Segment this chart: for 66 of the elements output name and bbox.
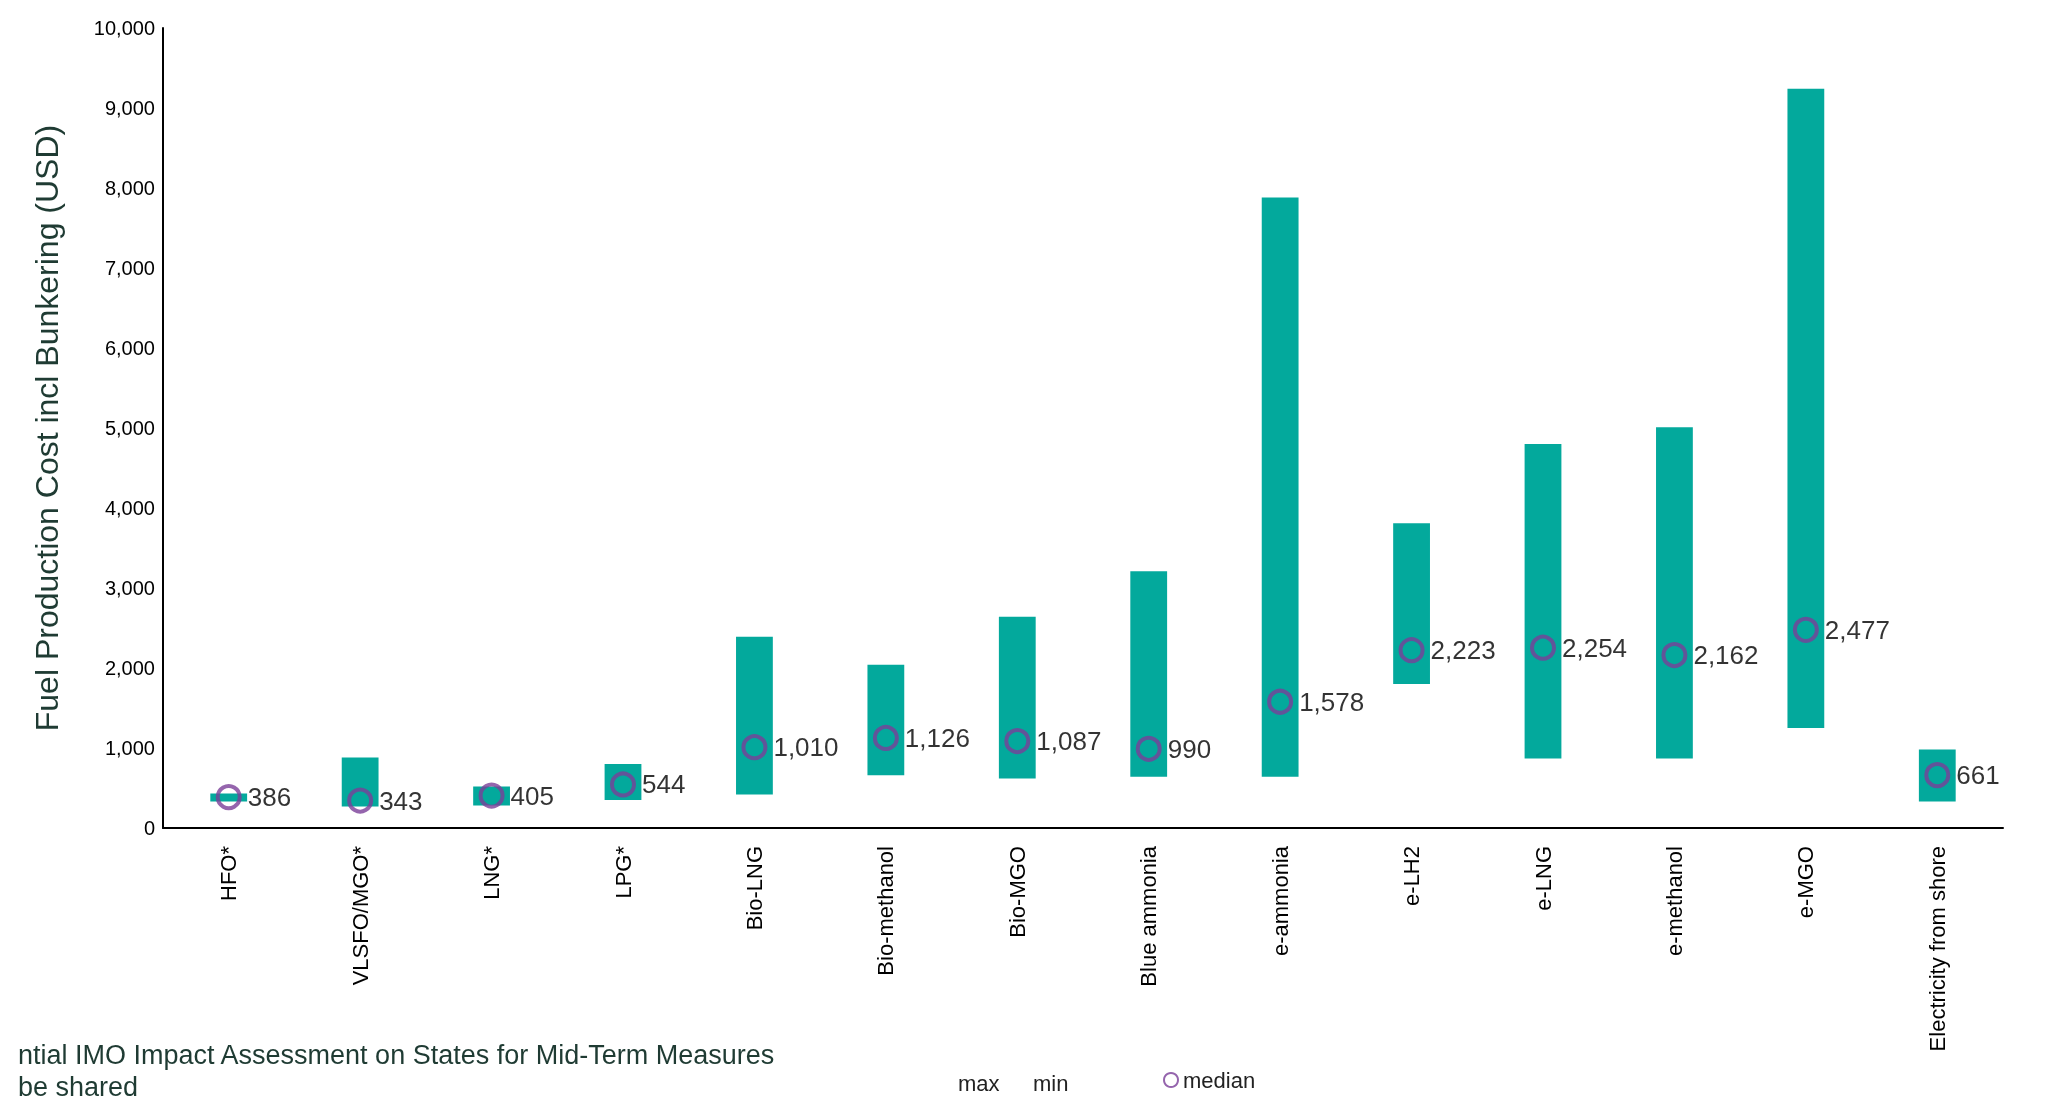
legend-label: median <box>1183 1067 1256 1093</box>
point <box>1530 634 1556 661</box>
bar <box>1524 444 1562 759</box>
data-label: 661 <box>1956 760 2000 791</box>
data-label: 343 <box>379 785 423 816</box>
y-tick-label: 9,000 <box>104 97 155 119</box>
data-label: 2,162 <box>1693 640 1759 671</box>
x-tick-label: e-ammonia <box>1267 845 1293 957</box>
bar <box>1656 427 1693 759</box>
point <box>1792 616 1819 643</box>
x-tick-label: VLSFO/MGO* <box>347 845 373 986</box>
x-tick-label: LNG* <box>479 845 505 900</box>
data-label: 2,254 <box>1562 632 1628 663</box>
data-label: 2,223 <box>1430 635 1496 666</box>
bar <box>867 664 905 776</box>
x-tick-label: Bio-methanol <box>873 846 899 976</box>
data-label: 1,578 <box>1299 686 1365 717</box>
x-tick-label: e-methanol <box>1661 846 1687 957</box>
data-label: 1,010 <box>773 732 839 763</box>
bar <box>1393 523 1430 684</box>
y-tick-label: 7,000 <box>104 257 155 279</box>
x-tick-label: LPG* <box>610 845 636 899</box>
x-tick-label: Electricity from shore <box>1924 846 1950 1052</box>
y-tick-label: 1,000 <box>104 737 155 759</box>
text: max <box>958 1070 1000 1096</box>
point <box>1398 637 1425 664</box>
y-tick-label: 0 <box>143 817 155 839</box>
y-tick-label: 10,000 <box>93 17 155 39</box>
point <box>1135 735 1162 762</box>
point <box>872 724 899 751</box>
x-tick-label: Blue ammonia <box>1136 845 1162 987</box>
point <box>1661 642 1688 669</box>
text: be shared <box>18 1071 139 1102</box>
bar <box>998 616 1036 779</box>
data-label: 544 <box>642 769 686 800</box>
x-tick-label: e-LNG <box>1530 846 1556 911</box>
y-tick-label: 3,000 <box>104 577 155 599</box>
text: min <box>1033 1070 1069 1096</box>
point <box>741 734 768 761</box>
x-tick-label: e-LH2 <box>1399 846 1425 906</box>
y-tick-label: 6,000 <box>104 337 155 359</box>
y-tick-label: 2,000 <box>104 657 155 679</box>
bar <box>1261 197 1299 777</box>
point <box>1267 688 1294 715</box>
y-axis-title: Fuel Production Cost incl Bunkering (USD) <box>29 124 65 732</box>
point <box>478 782 505 809</box>
y-tick-label: 5,000 <box>104 417 155 439</box>
data-label: 1,087 <box>1036 726 1102 757</box>
bar <box>1787 88 1825 728</box>
data-label: 386 <box>247 782 292 813</box>
point <box>347 787 374 814</box>
x-tick-label: Bio-MGO <box>1004 846 1030 938</box>
x-tick-label: Bio-LNG <box>741 846 767 931</box>
text: ntial IMO Impact Assessment on States for Mid-Term Measures <box>18 1039 775 1070</box>
x-tick-label: HFO* <box>216 845 242 901</box>
bar <box>1130 571 1168 777</box>
x-tick-label: e-MGO <box>1793 846 1819 919</box>
y-tick-label: 8,000 <box>104 177 155 199</box>
data-label: 2,477 <box>1824 614 1890 645</box>
point <box>215 784 242 811</box>
y-tick-label: 4,000 <box>104 497 155 519</box>
data-label: 990 <box>1167 733 1212 764</box>
data-label: 405 <box>510 780 554 811</box>
bar <box>736 636 773 795</box>
data-label: 1,126 <box>904 722 970 753</box>
point <box>1004 728 1031 755</box>
